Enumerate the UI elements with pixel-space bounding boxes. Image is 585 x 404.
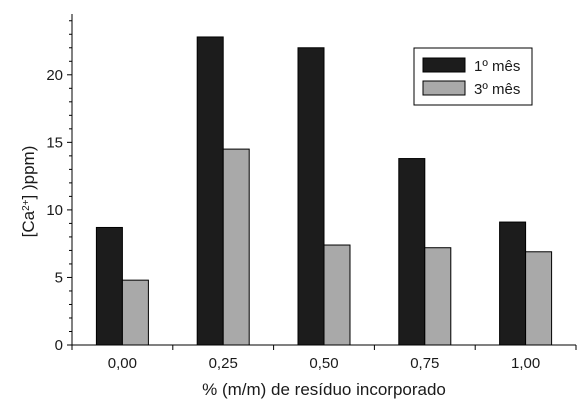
legend-swatch-1-mes xyxy=(422,57,466,73)
x-axis-title: % (m/m) de resíduo incorporado xyxy=(202,380,446,399)
legend-label-3-mes: 3º mês xyxy=(474,81,520,98)
bars-layer xyxy=(95,36,553,346)
y-tick-label-0: 0 xyxy=(55,337,63,354)
y-axis-title-rest: ] )ppm) xyxy=(19,146,38,200)
x-ticks: 0,00 0,25 0,50 0,75 1,00 xyxy=(71,345,577,372)
y-tick-label-20: 20 xyxy=(46,67,63,84)
bar-3-mes-1-00 xyxy=(525,251,553,346)
bar-1-mes-0-25 xyxy=(196,36,224,346)
legend: 1º mês 3º mês xyxy=(413,47,533,106)
bar-3-mes-0-50 xyxy=(323,244,351,346)
y-axis-title-base: [Ca xyxy=(19,210,38,237)
x-tick-label-0-00: 0,00 xyxy=(108,355,137,372)
bar-1-mes-0-50 xyxy=(297,47,325,346)
bar-3-mes-0-25 xyxy=(222,148,250,346)
y-tick-label-15: 15 xyxy=(46,134,63,151)
x-tick-label-0-50: 0,50 xyxy=(309,355,338,372)
x-tick-label-0-75: 0,75 xyxy=(410,355,439,372)
y-ticks: 0 5 10 15 20 xyxy=(46,20,72,354)
bar-3-mes-0-00 xyxy=(121,279,149,346)
bar-1-mes-1-00 xyxy=(499,221,527,346)
y-axis-title-superscript: 2+ xyxy=(21,199,32,211)
y-tick-label-5: 5 xyxy=(55,269,63,286)
bar-1-mes-0-75 xyxy=(398,158,426,346)
bar-1-mes-0-00 xyxy=(95,226,123,346)
y-axis-title: [Ca2+] )ppm) xyxy=(19,146,38,238)
x-tick-label-0-25: 0,25 xyxy=(209,355,238,372)
axes-layer xyxy=(71,14,576,346)
legend-label-1-mes: 1º mês xyxy=(474,58,520,75)
legend-swatch-3-mes xyxy=(422,80,466,96)
x-tick-label-1-00: 1,00 xyxy=(511,355,540,372)
bar-3-mes-0-75 xyxy=(424,247,452,346)
y-tick-label-10: 10 xyxy=(46,202,63,219)
